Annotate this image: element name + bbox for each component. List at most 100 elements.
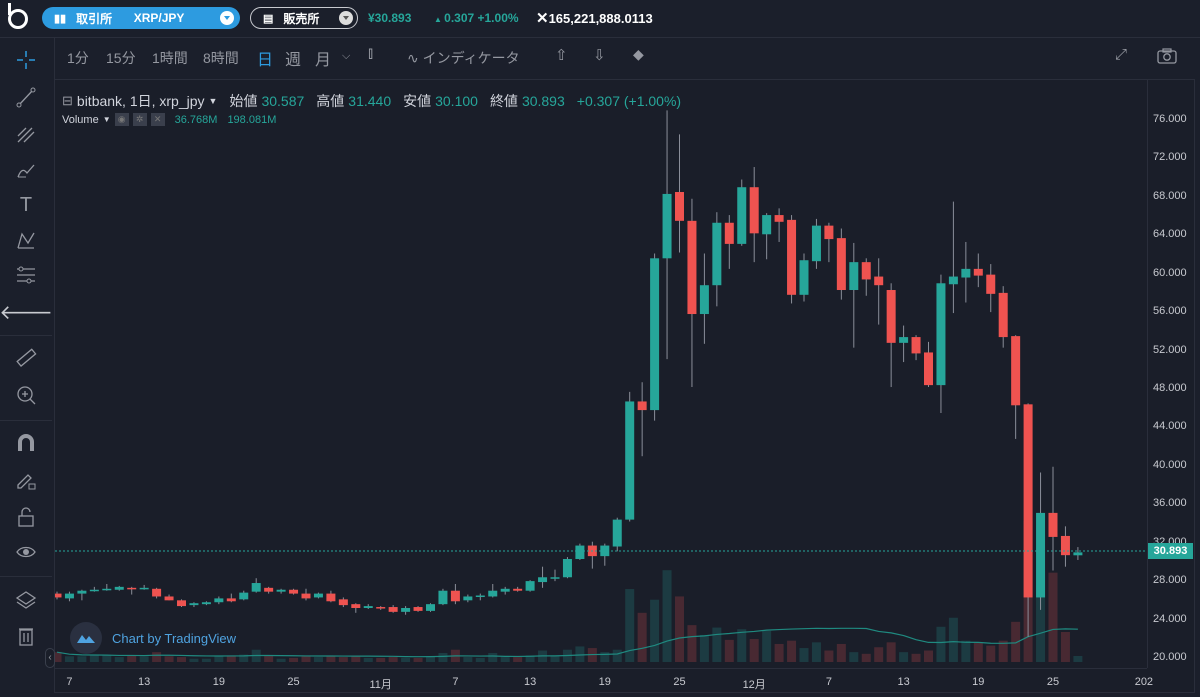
volume-bar [861,653,871,662]
pattern-icon[interactable] [12,228,40,252]
volume-bar [911,653,921,662]
remove-icon[interactable]: ✕ [150,113,165,126]
volume-bar [214,656,224,662]
settings-icon[interactable]: ✲ [132,113,147,126]
interval-1w[interactable]: 週 [285,52,302,69]
candle-body [77,590,87,594]
time-tick-label: 7 [66,676,73,688]
bitbank-logo[interactable] [8,3,28,29]
pitchfork-icon[interactable] [12,122,40,146]
candle-body [301,593,311,599]
back-arrow-icon[interactable]: 🡐 [0,301,53,324]
candle-body [488,590,498,597]
magnet-icon[interactable] [12,431,40,455]
candle-body [973,268,983,276]
candle-body [986,274,996,294]
interval-8h[interactable]: 8時間 [203,50,239,66]
candle-body [538,577,548,583]
volume-bar [463,657,473,662]
chevron-down-icon[interactable]: ⌵ [342,50,351,62]
interval-1d[interactable]: 日 [257,52,274,69]
open-value: 30.587 [261,93,305,109]
candle-body [662,193,672,259]
interval-1m[interactable]: 1分 [67,50,89,66]
candle-body [500,588,510,592]
volume-bar [413,657,423,662]
volume-bar [1048,572,1058,662]
volume-bar [1060,632,1070,662]
download-icon[interactable]: ⇩ [593,47,606,64]
exchange-pair-selector[interactable]: ▮▮ 取引所 XRP/JPY [42,7,240,29]
candle-style-icon[interactable]: ⫾ [368,45,374,62]
chart-legend: ⊟ bitbank, 1日, xrp_jpy ▼ 始値 30.587 高値 31.4… [62,91,681,111]
chevron-down-icon[interactable] [219,11,234,25]
volume-bar [575,646,585,662]
interval-1h[interactable]: 1時間 [152,50,188,66]
price-tick-label: 52.000 [1153,343,1187,356]
indicators-button[interactable]: ∿ インディケータ [407,48,520,68]
high-value: 31.440 [348,93,392,109]
text-icon[interactable]: T [19,193,33,216]
volume-bar [924,650,933,662]
volume-bar [849,652,859,662]
volume-bar [438,652,448,662]
price-tick-label: 56.000 [1153,305,1187,318]
trash-icon[interactable] [12,624,40,648]
lock-icon[interactable] [12,505,40,529]
top-bar: ▮▮ 取引所 XRP/JPY ▤ 販売所 ¥30.893 ▲ 0.307 +1.… [0,0,1200,38]
price-change: ▲ 0.307 +1.00% [434,11,519,25]
caret-down-icon[interactable]: ▼ [102,115,111,124]
time-tick-label: 25 [1046,676,1060,688]
collapse-legend-icon[interactable]: ⊟ [62,93,73,108]
time-tick-label: 13 [897,676,910,688]
interval-15m[interactable]: 15分 [106,50,136,66]
volume-bar [899,652,909,662]
interval-1mo[interactable]: 月 [315,52,332,69]
zoom-in-icon[interactable] [12,383,40,407]
volume-bar [513,657,523,662]
upload-icon[interactable]: ⇧ [555,47,568,64]
brush-icon[interactable] [12,158,40,182]
volume-bar [712,627,722,662]
chart-pane[interactable] [55,79,1195,693]
visibility-icon[interactable]: ◉ [114,113,129,126]
volume-bar [102,655,112,662]
volume-bar [948,617,958,662]
lock-drawing-icon[interactable] [12,468,40,492]
price-tick-label: 36.000 [1153,497,1187,510]
volume-bar [824,650,834,662]
volume-bar [936,626,946,662]
crosshair-icon[interactable] [12,48,40,72]
time-tick-label: 19 [598,676,611,688]
volume-label[interactable]: Volume [62,113,99,126]
volume-bar [475,657,485,662]
volume-bar [787,640,797,662]
indicators-label: インディケータ [422,50,520,66]
tradingview-watermark[interactable]: Chart by TradingView [70,622,236,654]
caret-down-icon[interactable]: ▼ [208,96,218,106]
collapse-toolbar-button[interactable]: ‹ [45,648,55,668]
candle-body [724,222,734,244]
ruler-icon[interactable] [12,346,40,370]
trend-line-icon[interactable] [12,85,40,109]
candle-body [201,602,211,605]
shop-selector[interactable]: ▤ 販売所 [250,7,358,29]
eye-icon[interactable] [12,540,40,564]
candle-body [226,598,236,602]
candle-body [264,587,274,592]
symbol-title[interactable]: bitbank, 1日, xrp_jpy [76,93,205,109]
price-tick-label: 72.000 [1153,151,1187,164]
volume-bar [625,589,635,662]
chevron-down-icon[interactable] [339,11,353,25]
volume-bar [338,657,348,662]
candle-body [749,187,759,234]
layers-icon[interactable] [12,588,40,612]
camera-icon[interactable] [1157,48,1177,67]
eraser-icon[interactable]: ◆ [633,46,644,62]
candle-body [612,519,622,547]
time-tick-label: 25 [673,676,686,688]
fib-icon[interactable] [12,263,40,287]
time-tick-label: 7 [825,676,832,688]
fullscreen-icon[interactable]: ⤢ [1115,46,1128,63]
